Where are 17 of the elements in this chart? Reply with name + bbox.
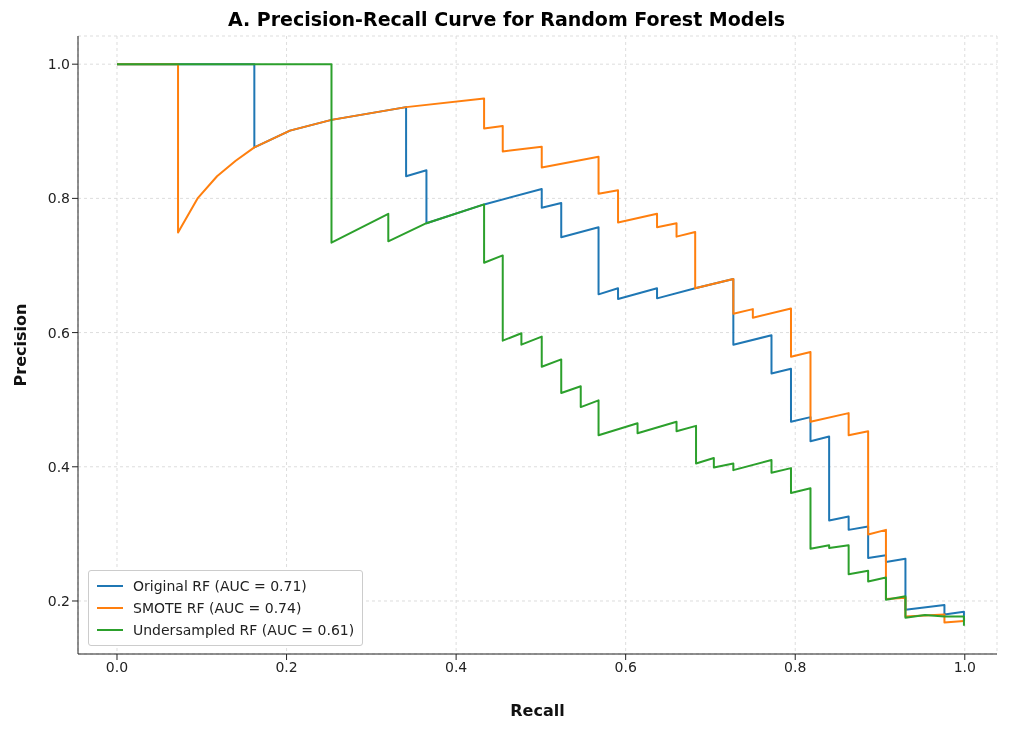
x-tick-label: 0.0 — [105, 658, 129, 675]
x-tick-label: 0.4 — [444, 658, 468, 675]
y-tick-label: 0.2 — [47, 592, 70, 609]
legend-label: Original RF (AUC = 0.71) — [133, 577, 307, 596]
y-axis-title: Precision — [10, 303, 30, 387]
x-tick-label: 0.8 — [784, 658, 807, 675]
x-tick-label: 0.2 — [275, 658, 298, 675]
x-tick-label: 1.0 — [953, 658, 976, 675]
x-tick-label: 0.6 — [614, 658, 637, 675]
y-tick-label: 0.4 — [47, 458, 71, 475]
legend-label: Undersampled RF (AUC = 0.61) — [133, 621, 355, 640]
chart-title: A. Precision-Recall Curve for Random Forest Models — [226, 8, 787, 32]
y-tick-label: 0.6 — [47, 324, 71, 341]
y-tick-label: 1.0 — [47, 56, 70, 73]
legend-label: SMOTE RF (AUC = 0.74) — [133, 599, 302, 618]
y-tick-label: 0.8 — [47, 190, 70, 207]
x-axis-title: Recall — [510, 701, 565, 720]
